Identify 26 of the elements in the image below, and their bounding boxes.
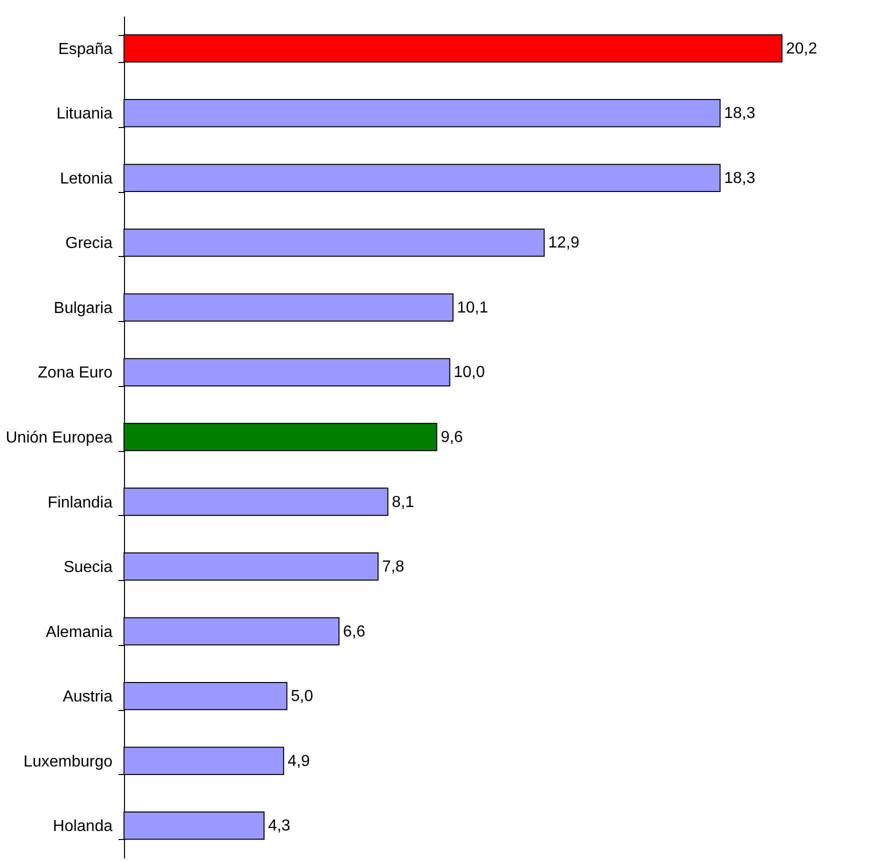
data-label: 5,0	[290, 688, 314, 706]
y-tick-label: Luxemburgo	[24, 753, 113, 770]
data-label: 20,2	[786, 40, 818, 58]
y-tick-label: Alemania	[46, 624, 113, 641]
y-tick-label: Lituania	[56, 106, 113, 123]
data-label: 4,3	[268, 818, 290, 835]
data-label: 6,6	[342, 623, 366, 640]
data-label: 7,8	[382, 558, 404, 576]
data-label: 18,3	[724, 170, 756, 187]
data-label: 10,1	[457, 299, 488, 316]
data-label: 8,1	[392, 494, 414, 511]
y-tick-label: España	[58, 40, 113, 58]
y-tick-label: Austria	[62, 688, 113, 706]
data-label: 18,3	[724, 105, 756, 122]
y-tick-label: Holanda	[52, 818, 113, 836]
data-label: 10,0	[454, 364, 485, 382]
y-tick-label: Zona Euro	[38, 364, 113, 382]
y-tick-label: Suecia	[64, 559, 113, 576]
y-tick-label: Letonia	[60, 170, 113, 188]
data-label: 12,9	[548, 234, 580, 252]
y-tick-label: Grecia	[65, 235, 113, 252]
data-label: 9,6	[440, 429, 464, 446]
y-tick-label: Finlandia	[48, 494, 113, 512]
y-tick-label: Unión Europea	[6, 430, 113, 446]
data-label: 4,9	[288, 752, 310, 770]
y-tick-label: Bulgaria	[54, 300, 113, 317]
